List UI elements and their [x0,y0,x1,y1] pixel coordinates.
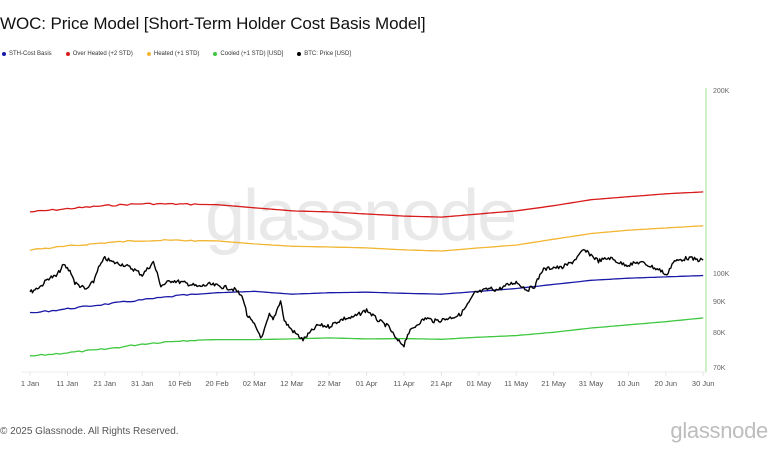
x-tick-label: 11 Apr [393,379,415,388]
legend-item-over-heated[interactable]: Over Heated (+2 STD) [65,51,133,57]
legend-item-btc-price[interactable]: BTC: Price [USD] [297,51,351,57]
y-tick-label: 80K [713,329,726,337]
legend-item-cooled[interactable]: Cooled (+1 STD) [USD] [213,51,283,57]
chart-title: WOC: Price Model [Short-Term Holder Cost… [0,14,426,33]
series-lines [29,191,704,357]
legend-label: BTC: Price [USD] [304,51,351,57]
series-line-btc-price-usd [29,248,704,348]
x-tick-marks [29,372,704,376]
x-tick-label: 10 Feb [167,379,192,388]
y-tick-label: 100K [713,271,730,278]
legend-dot-icon [146,52,151,56]
x-tick-label: 12 Mar [280,379,304,388]
legend-dot-icon [297,52,302,56]
series-line-cooled-1-std-usd [29,317,704,357]
legend-label: Heated (+1 STD) [153,51,200,57]
series-line-sth-cost-basis [29,274,704,314]
x-tick-label: 21 Jan [93,379,117,388]
x-tick-label: 31 Jan [130,379,154,388]
x-tick-label: 11 Jan [56,379,79,388]
legend-label: STH-Cost Basis [9,51,52,57]
series-line-heated-1-std [29,225,704,252]
x-tick-label: 21 Apr [430,379,453,388]
y-tick-label: 70K [713,365,726,373]
x-tick-label: 10 Jun [617,379,640,388]
x-tick-label: 01 May [466,379,492,388]
legend-item-sth-cost-basis[interactable]: STH-Cost Basis [2,51,52,57]
x-tick-label: 20 Feb [205,379,229,388]
copyright-text: © 2025 Glassnode. All Rights Reserved. [0,426,179,437]
brand-logo: glassnode [670,418,768,443]
x-tick-label: 11 May [504,379,529,388]
legend-dot-icon [2,52,6,56]
x-tick-label: 1 Jan [20,379,40,388]
x-tick-label: 31 May [578,379,604,388]
chart-legend: STH-Cost Basis Over Heated (+2 STD) Heat… [2,51,365,57]
x-tick-label: 02 Mar [242,379,267,388]
legend-item-heated[interactable]: Heated (+1 STD) [146,51,200,57]
legend-label: Cooled (+1 STD) [USD] [220,51,284,57]
x-tick-label: 01 Apr [355,379,378,388]
legend-dot-icon [65,52,70,56]
x-tick-label: 22 Mar [317,379,341,388]
y-tick-label: 200K [713,87,730,95]
x-tick-label: 30 Jun [691,379,715,388]
y-tick-label: 90K [713,298,726,306]
x-tick-label: 21 May [541,379,566,388]
legend-label: Over Heated (+2 STD) [72,51,133,57]
legend-dot-icon [213,52,218,56]
series-line-over-heated-2-std [29,191,704,218]
watermark-logo: glassnode [205,176,517,256]
x-tick-label: 20 Jun [654,379,678,388]
